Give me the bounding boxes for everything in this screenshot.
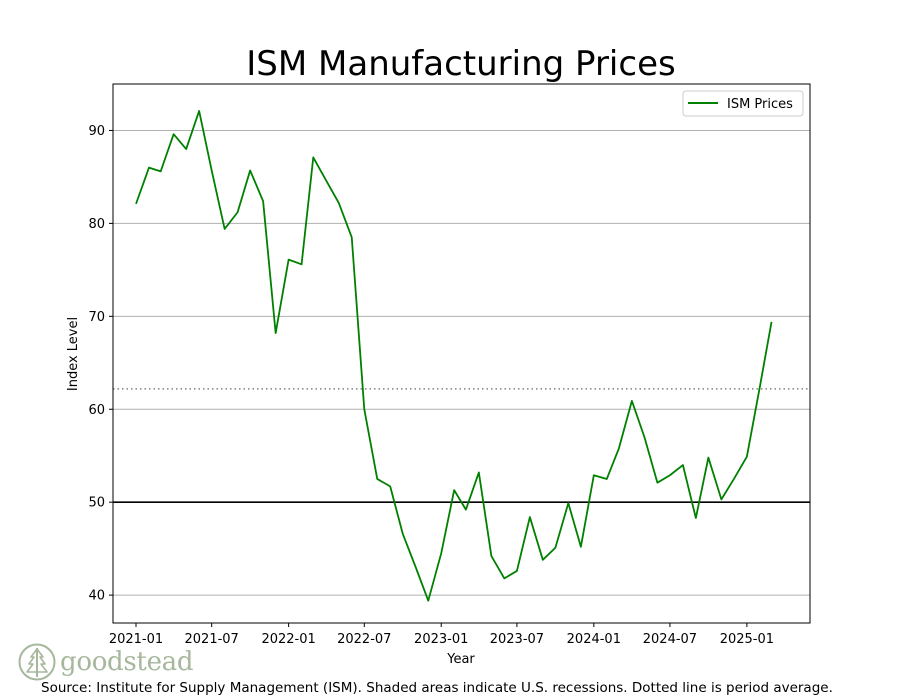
series-line-ism-prices <box>135 110 773 602</box>
y-tick-label: 50 <box>88 496 105 511</box>
y-axis: 40 50 60 70 80 90 <box>88 124 113 604</box>
x-tick-label: 2023-01 <box>414 632 468 647</box>
x-tick-label: 2022-01 <box>261 632 315 647</box>
logo-text: goodstead <box>60 647 194 677</box>
x-tick-label: 2024-07 <box>643 632 697 647</box>
legend-box <box>682 90 804 117</box>
series-group <box>135 110 773 602</box>
x-tick-label: 2025-01 <box>720 632 774 647</box>
source-note: Source: Institute for Supply Management … <box>41 680 833 696</box>
plot-frame <box>112 83 811 624</box>
y-tick-label: 40 <box>88 589 105 604</box>
legend: ISM Prices <box>682 90 804 117</box>
y-tick-label: 60 <box>88 403 105 418</box>
reference-lines <box>113 388 810 503</box>
x-axis-label: Year <box>446 652 475 667</box>
tree-icon <box>18 643 56 681</box>
y-tick-label: 90 <box>88 124 105 139</box>
x-tick-label: 2024-01 <box>567 632 621 647</box>
x-tick-label: 2021-07 <box>185 632 239 647</box>
x-tick-label: 2021-01 <box>109 632 163 647</box>
goodstead-logo: goodstead <box>18 641 194 683</box>
y-axis-label: Index Level <box>66 317 81 391</box>
legend-label-ism-prices: ISM Prices <box>727 97 793 112</box>
x-axis: 2021-01 2021-07 2022-01 2022-07 2023-01 2023-… <box>109 623 774 647</box>
chart-title: ISM Manufacturing Prices <box>246 44 675 84</box>
x-tick-label: 2023-07 <box>490 632 544 647</box>
x-tick-label: 2022-07 <box>337 632 391 647</box>
y-tick-label: 80 <box>88 217 105 232</box>
y-tick-label: 70 <box>88 310 105 325</box>
